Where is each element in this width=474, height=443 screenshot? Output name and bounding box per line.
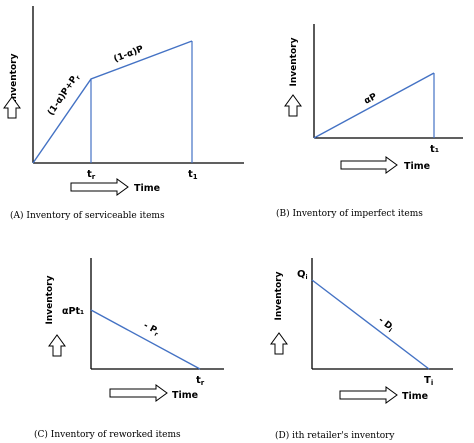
panel-b-tick-t1: t₁ [430, 144, 439, 155]
panel-a-x-label: Time [134, 183, 160, 194]
panel-b: Inventory αP t₁ Time (B) Inventory of im… [276, 24, 463, 219]
panel-a-right-arrow-icon [70, 178, 129, 196]
panel-d-up-arrow-icon [270, 332, 288, 355]
panel-b-right-arrow-icon [340, 156, 398, 174]
panel-a-tick-t1: t1 [188, 169, 198, 181]
panel-d-y-value-label: Qi [297, 269, 308, 281]
panel-c-line-label: - Pr [141, 321, 161, 338]
panel-b-up-arrow-icon [284, 94, 302, 117]
panel-d-caption: (D) ith retailer's inventory [275, 430, 395, 441]
panel-c-caption: (C) Inventory of reworked items [34, 429, 181, 440]
panel-c: Inventory αPt₁ - Pr tr Time (C) Inventor… [34, 258, 224, 440]
panel-c-up-arrow-icon [48, 334, 66, 357]
panel-a-up-arrow-icon [3, 96, 21, 119]
panel-d-y-label: Inventory [274, 271, 284, 320]
panel-c-x-label: Time [172, 390, 198, 401]
panel-d-right-arrow-icon [339, 386, 398, 404]
panel-d-x-label: Time [402, 391, 428, 402]
panel-a-y-label: Inventory [9, 53, 19, 102]
panel-c-tick-tr: tr [196, 375, 205, 387]
panel-d-tick-ti: Ti [424, 375, 433, 387]
panel-c-y-label: Inventory [45, 275, 55, 324]
panel-b-y-label: Inventory [289, 37, 299, 86]
panel-a-tick-tr: tr [87, 169, 96, 181]
panel-b-inventory-line [313, 72, 435, 139]
panel-b-caption: (B) Inventory of imperfect items [276, 208, 423, 219]
panel-a-caption: (A) Inventory of serviceable items [10, 210, 165, 221]
panel-a-segment2-label: (1-α)P [112, 44, 145, 65]
panel-a: Inventory (1-α)P+Pr (1-α)P tr t1 Time (A… [3, 6, 244, 221]
panel-c-inventory-line [90, 309, 201, 370]
panel-c-right-arrow-icon [109, 384, 168, 402]
panel-c-y-value-label: αPt₁ [62, 306, 84, 317]
panel-a-segment1-label: (1-α)P+Pr [46, 72, 82, 118]
panel-b-x-label: Time [404, 161, 430, 172]
panel-d: Inventory Qi - Di Ti Time (D) ith retail… [270, 258, 453, 441]
panel-d-inventory-line [311, 279, 430, 370]
